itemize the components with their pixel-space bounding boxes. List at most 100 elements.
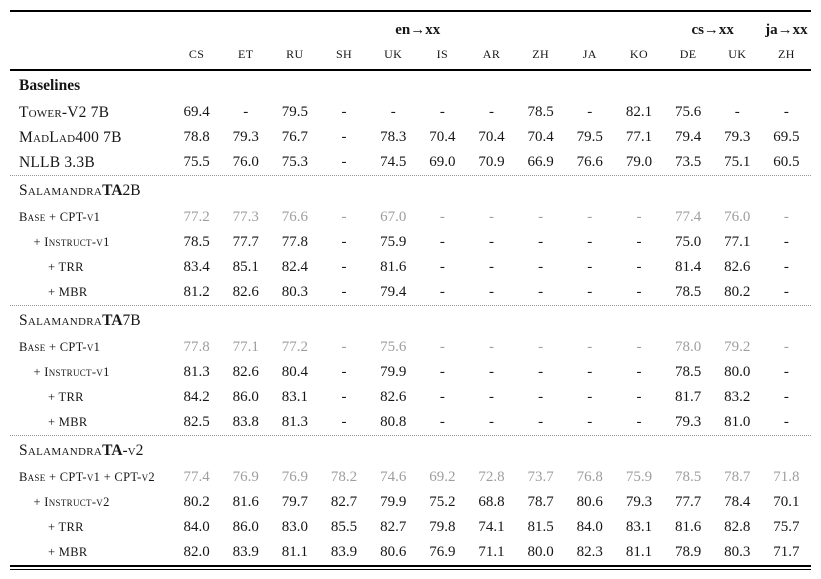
table-row: Base + CPT-v1 77.2 77.3 76.6 - 67.0 - - - - - 77.4 7… <box>10 205 811 230</box>
value-cell: 81.4 <box>674 259 702 275</box>
value-cell: - <box>390 104 396 120</box>
table-row: + TRR 84.0 86.0 83.0 85.5 82.7 79.8 74.1 81.5 84.… <box>10 515 811 540</box>
table-row: + MBR 81.2 82.6 80.3 - 79.4 - - - - - 78.5 80.2 - <box>10 280 811 305</box>
table-row: MadLad400 7B 78.8 79.3 76.7 - 78.3 70.4 70.4 70.… <box>10 125 811 150</box>
value-cell: 81.3 <box>183 364 210 380</box>
value-cell: - <box>439 414 445 430</box>
value-cell: - <box>587 104 593 120</box>
value-cell: 82.3 <box>576 544 603 560</box>
value-cell: 83.9 <box>232 544 259 560</box>
value-cell: 79.8 <box>429 519 456 535</box>
value-cell: 83.2 <box>724 389 751 405</box>
bottom-rule-thick <box>10 565 811 567</box>
value-cell: 81.2 <box>183 284 210 300</box>
section-title-text: Baselines <box>19 76 81 94</box>
value-cell: 80.2 <box>724 284 751 300</box>
value-cell: - <box>538 339 544 355</box>
value-cell: 82.1 <box>625 104 653 120</box>
value-cell: - <box>783 104 789 120</box>
value-cell: 82.7 <box>380 519 407 535</box>
row-label: + TRR <box>48 260 84 274</box>
value-cell: 75.7 <box>773 519 800 535</box>
value-cell: - <box>636 259 642 275</box>
value-cell: 73.5 <box>674 154 702 170</box>
value-cell: - <box>439 364 445 380</box>
value-cell: - <box>587 284 593 300</box>
value-cell: - <box>488 104 494 120</box>
column-header: CS <box>188 46 205 61</box>
value-cell: 69.0 <box>429 154 456 170</box>
row-label: + Instruct-v1 <box>33 365 110 379</box>
table-section: Salamandra TA 2B Base + CPT-v1 77.2 77.3 76.6 -… <box>10 175 811 305</box>
table-section: Salamandra TA -v2 Base + CPT-v1 + CPT-v2 77.… <box>10 435 811 565</box>
value-cell: 80.3 <box>724 544 751 560</box>
value-cell: 82.7 <box>330 494 358 510</box>
row-label: + MBR <box>48 545 88 559</box>
value-cell: 83.1 <box>281 389 308 405</box>
value-cell: - <box>488 259 494 275</box>
section-title-suffix: 7B <box>122 311 141 329</box>
value-cell: - <box>341 364 347 380</box>
table-row: + Instruct-v2 80.2 81.6 79.7 82.7 79.9 75.2 68.… <box>10 490 811 515</box>
value-cell: 77.8 <box>183 339 210 355</box>
value-cell: 76.6 <box>576 154 603 170</box>
value-cell: 76.0 <box>232 154 259 170</box>
value-cell: 75.0 <box>674 234 702 250</box>
value-cell: 75.9 <box>380 234 407 250</box>
value-cell: 82.4 <box>281 259 308 275</box>
row-label: + MBR <box>48 285 88 299</box>
value-cell: - <box>587 389 593 405</box>
value-cell: 78.5 <box>674 284 702 300</box>
section-title-suffix: 2B <box>122 181 141 199</box>
value-cell: 86.0 <box>232 519 259 535</box>
value-cell: - <box>783 259 789 275</box>
value-cell: - <box>488 414 494 430</box>
value-cell: - <box>439 339 445 355</box>
value-cell: 77.1 <box>625 129 653 145</box>
value-cell: - <box>783 364 789 380</box>
value-cell: - <box>538 209 544 225</box>
value-cell: 74.6 <box>380 469 407 485</box>
value-cell: - <box>341 154 347 170</box>
table-row: + TRR 84.2 86.0 83.1 - 82.6 - - - - - 81.7 83.2 - <box>10 385 811 410</box>
value-cell: 77.3 <box>232 209 259 225</box>
value-cell: - <box>636 414 642 430</box>
column-header: ZH <box>778 46 795 61</box>
column-header: IS <box>436 46 449 61</box>
value-cell: 70.4 <box>429 129 456 145</box>
table-row: + Instruct-v1 78.5 77.7 77.8 - 75.9 - - - - - 75.0 7… <box>10 230 811 255</box>
value-cell: - <box>636 339 642 355</box>
header-rule <box>10 69 811 71</box>
section-title: Baselines <box>10 71 811 100</box>
value-cell: - <box>341 104 347 120</box>
value-cell: 77.8 <box>281 234 308 250</box>
value-cell: 70.4 <box>478 129 505 145</box>
section-title-name: Salamandra <box>19 311 103 329</box>
value-cell: 78.5 <box>674 469 702 485</box>
value-cell: 79.2 <box>724 339 751 355</box>
value-cell: - <box>488 339 494 355</box>
value-cell: 84.0 <box>183 519 210 535</box>
table-row: + MBR 82.0 83.9 81.1 83.9 80.6 76.9 71.1 80.0 82.… <box>10 540 811 565</box>
value-cell: 72.8 <box>478 469 505 485</box>
value-cell: 85.5 <box>330 519 358 535</box>
value-cell: - <box>587 209 593 225</box>
value-cell: 82.6 <box>232 284 259 300</box>
value-cell: 76.7 <box>281 129 308 145</box>
column-header: DE <box>679 46 697 61</box>
value-cell: 83.4 <box>183 259 210 275</box>
value-cell: 79.5 <box>281 104 308 120</box>
value-cell: - <box>243 104 249 120</box>
value-cell: - <box>488 209 494 225</box>
top-rule <box>10 10 811 12</box>
value-cell: 80.0 <box>724 364 751 380</box>
value-cell: 82.6 <box>232 364 259 380</box>
row-label: + MBR <box>48 415 88 429</box>
value-cell: 77.2 <box>183 209 210 225</box>
row-label: + TRR <box>48 390 84 404</box>
column-header: SH <box>335 46 353 61</box>
column-header: KO <box>629 46 649 61</box>
value-cell: 69.2 <box>429 469 456 485</box>
value-cell: - <box>538 364 544 380</box>
